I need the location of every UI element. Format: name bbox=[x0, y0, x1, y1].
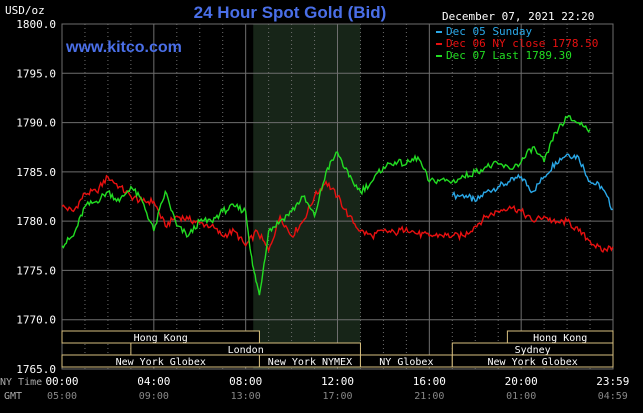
legend-swatch bbox=[436, 55, 442, 57]
x-tick-label-ny: 00:00 bbox=[45, 375, 78, 388]
chart-title: 24 Hour Spot Gold (Bid) bbox=[194, 3, 387, 22]
chart-datetime: December 07, 2021 22:20 bbox=[442, 10, 594, 23]
session-label: New York NYMEX bbox=[268, 357, 352, 368]
y-tick-label: 1785.0 bbox=[16, 166, 56, 179]
x-tick-label-gmt: 04:59 bbox=[598, 391, 628, 402]
session-label: Hong Kong bbox=[533, 333, 587, 344]
y-tick-label: 1790.0 bbox=[16, 117, 56, 130]
session-label: London bbox=[228, 345, 264, 356]
y-tick-label: 1780.0 bbox=[16, 215, 56, 228]
legend-label: Dec 06 NY close 1778.50 bbox=[446, 37, 598, 50]
y-tick-label: 1800.0 bbox=[16, 18, 56, 31]
series-line-3 bbox=[61, 115, 591, 296]
legend-label: Dec 05 Sunday bbox=[446, 25, 532, 38]
session-label: New York Globex bbox=[487, 357, 577, 368]
y-tick-label: 1775.0 bbox=[16, 264, 56, 277]
x-tick-label-gmt: 13:00 bbox=[231, 391, 261, 402]
x-tick-label-ny: 08:00 bbox=[229, 375, 262, 388]
legend-swatch bbox=[436, 31, 442, 33]
gmt-label: GMT bbox=[4, 391, 22, 402]
plot-border bbox=[61, 23, 614, 370]
x-tick-label-ny: 20:00 bbox=[505, 375, 538, 388]
session-box bbox=[451, 354, 614, 368]
x-tick-label-ny: 23:59 bbox=[596, 375, 629, 388]
x-tick-label-gmt: 01:00 bbox=[506, 391, 536, 402]
series-line-1 bbox=[451, 153, 613, 211]
x-tick-label-ny: 04:00 bbox=[137, 375, 170, 388]
legend-label: Dec 07 Last 1789.30 bbox=[446, 49, 572, 62]
y-tick-label: 1795.0 bbox=[16, 67, 56, 80]
session-label: Sydney bbox=[515, 345, 551, 356]
x-tick-label-gmt: 17:00 bbox=[322, 391, 352, 402]
series-line-2 bbox=[61, 174, 614, 254]
x-tick-label-ny: 12:00 bbox=[321, 375, 354, 388]
y-tick-label: 1765.0 bbox=[16, 363, 56, 376]
y-tick-label: 1770.0 bbox=[16, 314, 56, 327]
session-label: NY Globex bbox=[379, 357, 433, 368]
session-label: Hong Kong bbox=[134, 333, 188, 344]
ny-time-label: NY Time bbox=[0, 377, 42, 388]
session-label: New York Globex bbox=[116, 357, 206, 368]
y-axis-unit: USD/oz bbox=[5, 4, 45, 17]
nymex-shade bbox=[253, 24, 361, 369]
x-tick-label-ny: 16:00 bbox=[413, 375, 446, 388]
x-tick-label-gmt: 21:00 bbox=[414, 391, 444, 402]
legend-swatch bbox=[436, 43, 442, 45]
x-tick-label-gmt: 09:00 bbox=[139, 391, 169, 402]
x-tick-label-gmt: 05:00 bbox=[47, 391, 77, 402]
website-label: www.kitco.com bbox=[65, 39, 182, 56]
